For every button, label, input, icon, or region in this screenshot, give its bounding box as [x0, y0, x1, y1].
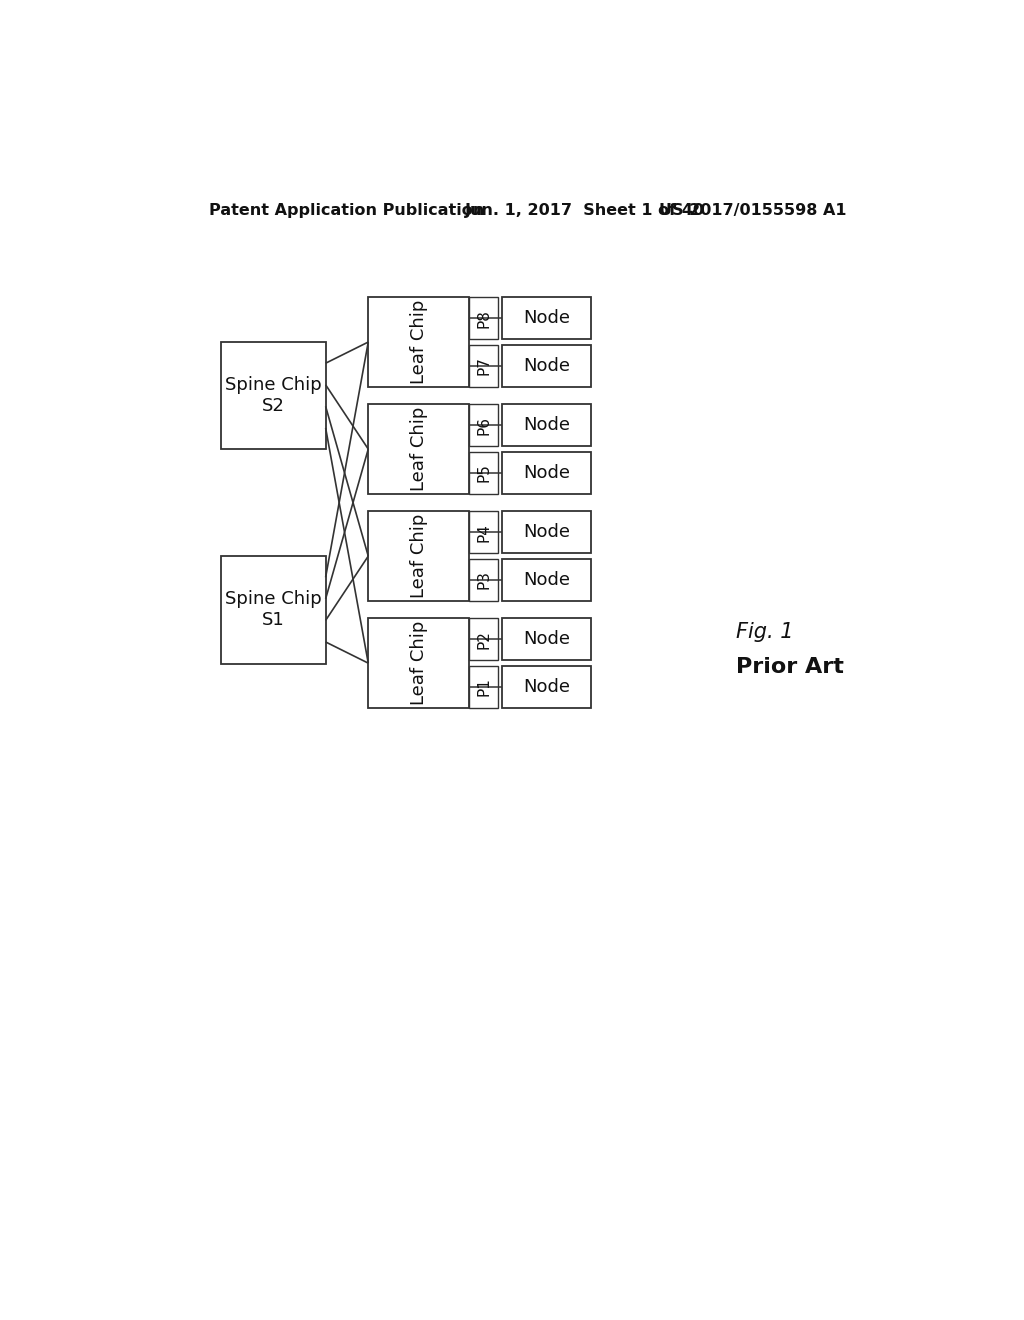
- Text: P4: P4: [476, 523, 492, 541]
- Text: Patent Application Publication: Patent Application Publication: [209, 203, 484, 218]
- Text: Node: Node: [523, 630, 570, 648]
- Text: P3: P3: [476, 570, 492, 590]
- Text: P2: P2: [476, 630, 492, 648]
- Bar: [469, 297, 499, 339]
- Bar: [503, 297, 592, 339]
- Bar: [469, 618, 499, 660]
- Bar: [469, 511, 499, 553]
- Bar: [369, 297, 469, 387]
- Text: Node: Node: [523, 572, 570, 589]
- Text: Jun. 1, 2017  Sheet 1 of 40: Jun. 1, 2017 Sheet 1 of 40: [465, 203, 706, 218]
- Text: Prior Art: Prior Art: [736, 656, 844, 677]
- Text: Leaf Chip: Leaf Chip: [410, 407, 428, 491]
- Text: P8: P8: [476, 309, 492, 327]
- Text: P7: P7: [476, 356, 492, 375]
- Text: Node: Node: [523, 463, 570, 482]
- Text: Leaf Chip: Leaf Chip: [410, 513, 428, 598]
- Bar: [503, 345, 592, 387]
- Text: Node: Node: [523, 309, 570, 327]
- Text: Spine Chip
S2: Spine Chip S2: [225, 376, 322, 414]
- Bar: [221, 342, 326, 450]
- Bar: [503, 618, 592, 660]
- Text: US 2017/0155598 A1: US 2017/0155598 A1: [658, 203, 847, 218]
- Text: Leaf Chip: Leaf Chip: [410, 300, 428, 384]
- Text: Leaf Chip: Leaf Chip: [410, 620, 428, 705]
- Bar: [369, 511, 469, 601]
- Text: Node: Node: [523, 523, 570, 541]
- Bar: [469, 345, 499, 387]
- Text: P5: P5: [476, 463, 492, 482]
- Text: P1: P1: [476, 677, 492, 697]
- Bar: [369, 618, 469, 709]
- Bar: [469, 665, 499, 709]
- Text: Fig. 1: Fig. 1: [736, 622, 794, 642]
- Text: Node: Node: [523, 416, 570, 434]
- Text: P6: P6: [476, 416, 492, 434]
- Bar: [369, 404, 469, 494]
- Text: Node: Node: [523, 356, 570, 375]
- Text: Spine Chip
S1: Spine Chip S1: [225, 590, 322, 630]
- Bar: [503, 558, 592, 601]
- Bar: [469, 451, 499, 494]
- Bar: [503, 451, 592, 494]
- Bar: [469, 404, 499, 446]
- Text: Node: Node: [523, 678, 570, 696]
- Bar: [221, 556, 326, 664]
- Bar: [469, 558, 499, 601]
- Bar: [503, 511, 592, 553]
- Bar: [503, 404, 592, 446]
- Bar: [503, 665, 592, 709]
